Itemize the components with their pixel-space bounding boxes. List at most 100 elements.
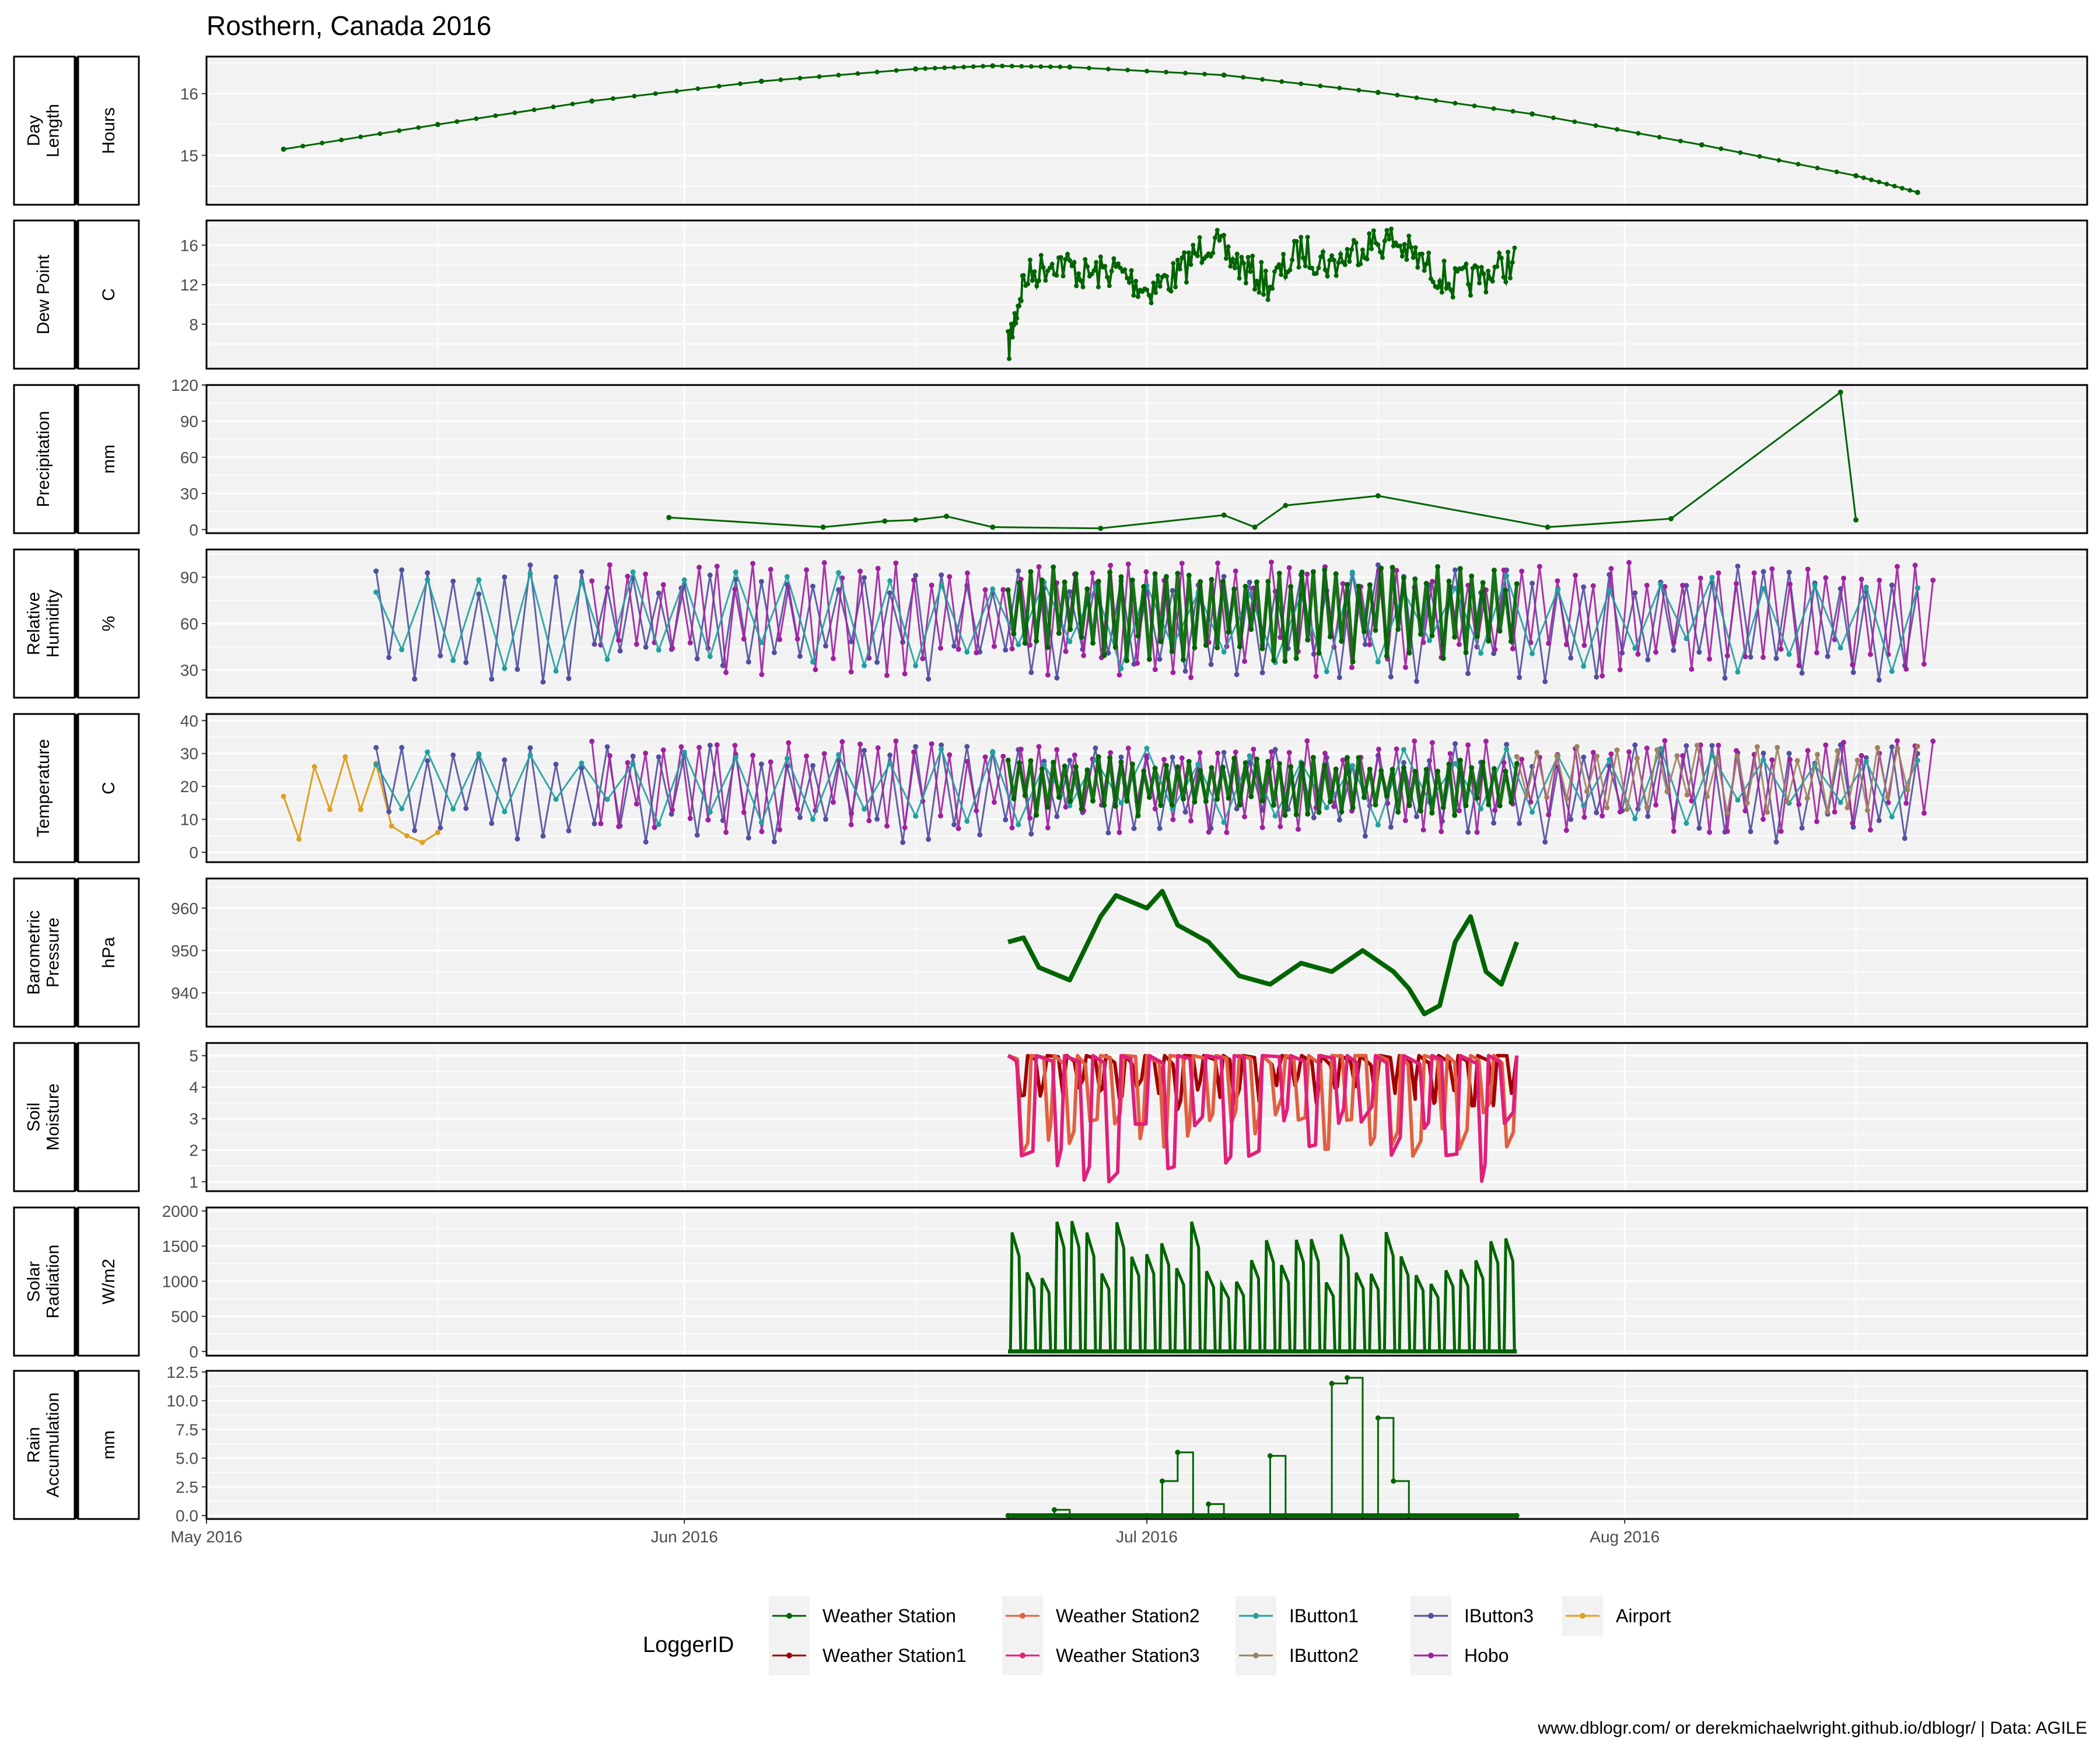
data-point [1304, 571, 1310, 577]
data-point [1404, 257, 1409, 262]
data-point [1760, 750, 1766, 756]
data-point [771, 839, 777, 845]
data-point [592, 642, 597, 648]
data-point [1483, 289, 1489, 295]
panel-border [205, 384, 2088, 534]
data-point [1027, 257, 1032, 262]
data-point [610, 96, 615, 101]
data-point [1845, 805, 1850, 811]
data-point [1469, 573, 1475, 579]
data-point [1812, 583, 1818, 589]
data-point [1003, 647, 1009, 653]
data-point [1504, 746, 1510, 752]
data-point [1220, 579, 1226, 584]
data-point [1378, 768, 1384, 774]
data-point [1206, 1501, 1212, 1507]
data-point [1112, 645, 1118, 650]
data-point [1838, 645, 1843, 651]
data-point [1012, 311, 1017, 316]
data-point [1181, 796, 1186, 802]
data-point [1483, 738, 1489, 744]
data-point [1028, 64, 1034, 69]
data-point [1514, 581, 1520, 587]
data-point [1899, 186, 1905, 191]
data-point [1045, 804, 1051, 810]
data-point [1241, 261, 1247, 266]
data-point [1000, 64, 1005, 69]
data-point [1122, 267, 1128, 272]
data-point [1263, 268, 1268, 274]
strip-label-line: Moisture [44, 1083, 63, 1150]
data-point [1915, 190, 1920, 195]
data-point [1696, 649, 1702, 655]
data-point [540, 833, 546, 839]
panel-border [205, 219, 2088, 370]
y-tick-label: 90 [180, 569, 198, 587]
data-point [1324, 668, 1329, 674]
data-point [1259, 825, 1265, 831]
data-point [1079, 806, 1084, 812]
data-point [1161, 757, 1167, 762]
data-point [964, 758, 970, 764]
data-point [1063, 804, 1069, 810]
strip-label-line: Soil [24, 1102, 44, 1132]
data-point [1550, 116, 1556, 121]
data-point [1555, 578, 1560, 584]
data-point [1448, 287, 1453, 292]
strip-label-line: Accumulation [44, 1392, 63, 1497]
data-point [630, 569, 636, 575]
data-point [705, 817, 711, 823]
data-point [1170, 754, 1175, 760]
data-point [1245, 254, 1251, 260]
data-point [1371, 228, 1376, 233]
data-point [707, 809, 713, 815]
data-point [1067, 589, 1073, 594]
data-point [1394, 568, 1399, 573]
y-tick-label: 4 [189, 1079, 198, 1097]
data-point [1889, 814, 1895, 820]
data-point [1486, 268, 1491, 274]
data-point [1815, 166, 1820, 171]
data-point [695, 86, 701, 92]
data-point [1188, 674, 1194, 680]
data-point [1412, 738, 1418, 744]
data-point [1742, 808, 1748, 814]
data-point [981, 64, 986, 69]
data-point [1143, 569, 1149, 575]
data-point [1349, 763, 1355, 769]
data-point [1283, 1513, 1289, 1518]
data-point [450, 806, 456, 812]
data-point [855, 71, 860, 76]
data-point [1060, 274, 1066, 279]
y-tick-label: 950 [171, 942, 198, 960]
data-point [656, 590, 662, 596]
data-point [1017, 760, 1023, 766]
data-point [425, 749, 430, 755]
data-point [1418, 808, 1424, 814]
data-point [1626, 749, 1632, 755]
data-point [652, 824, 657, 830]
data-point [1859, 576, 1864, 582]
data-point [1314, 271, 1319, 276]
data-point [1440, 656, 1446, 662]
data-point [1278, 635, 1283, 640]
data-point [1850, 820, 1856, 826]
data-point [1590, 750, 1596, 755]
data-point [399, 806, 405, 811]
y-tick-label: 5.0 [176, 1450, 198, 1468]
data-point [1413, 814, 1419, 820]
data-point [810, 762, 816, 768]
unit-strip-box [77, 1042, 140, 1192]
data-point [1503, 279, 1508, 285]
data-point [1118, 754, 1124, 760]
data-point [1069, 263, 1074, 268]
y-tick-label: 12 [180, 276, 198, 294]
data-point [1191, 243, 1196, 248]
strip-label: SolarRadiation [24, 1245, 63, 1319]
data-point [1105, 274, 1110, 279]
data-point [566, 828, 572, 834]
data-point [1390, 766, 1395, 772]
data-point [1067, 639, 1073, 645]
data-point [1131, 293, 1136, 298]
data-point [1170, 670, 1176, 676]
